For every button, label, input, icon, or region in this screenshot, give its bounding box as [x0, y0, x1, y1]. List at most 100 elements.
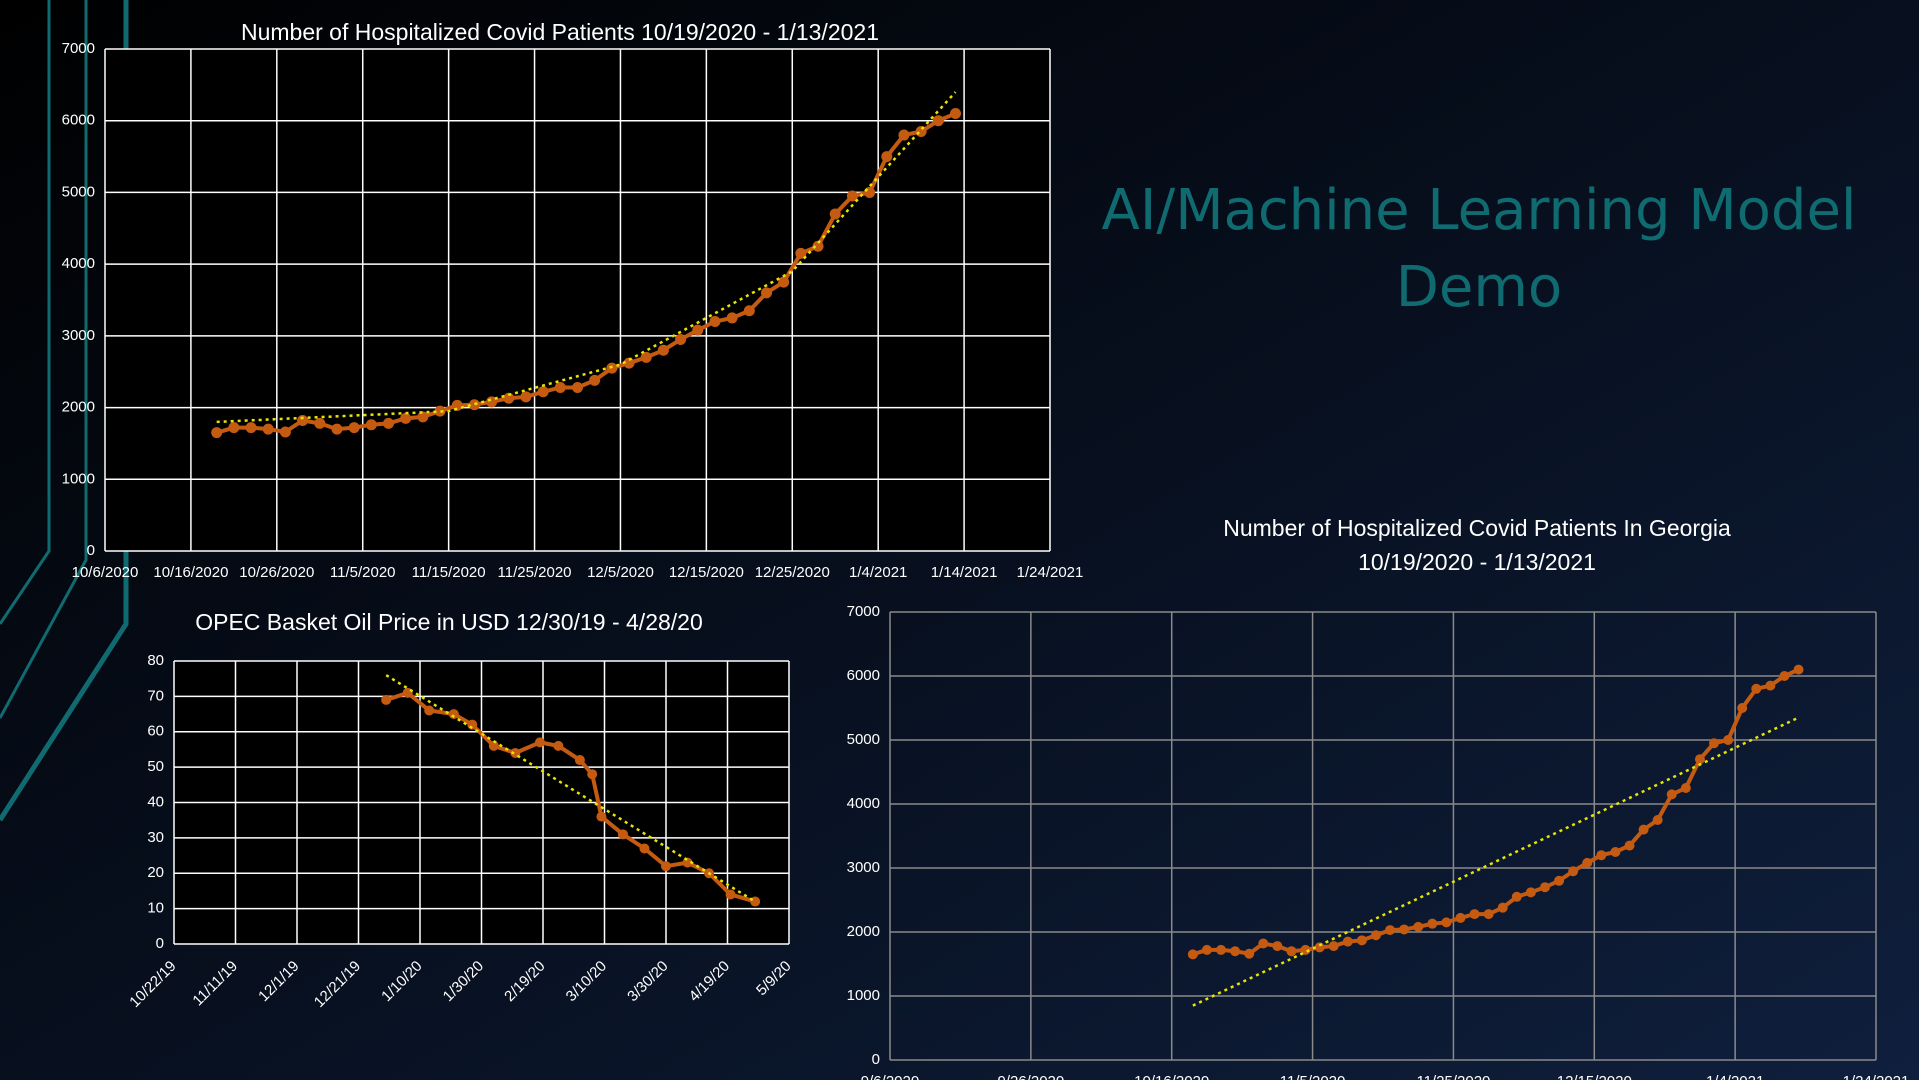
data-point — [846, 190, 858, 202]
data-point — [1737, 703, 1748, 713]
data-point — [1216, 944, 1227, 955]
data-point — [1525, 887, 1536, 898]
x-tick-label: 12/25/2020 — [755, 564, 830, 581]
y-tick-label: 7000 — [62, 40, 95, 57]
data-point — [1652, 815, 1663, 825]
x-tick-label: 1/14/2021 — [931, 564, 998, 581]
y-tick-label: 7000 — [847, 603, 880, 620]
x-tick-label: 11/5/2020 — [1280, 1073, 1346, 1080]
data-point — [623, 357, 635, 369]
data-point — [1286, 946, 1297, 957]
data-point — [1455, 912, 1466, 923]
slide-title: AI/Machine Learning Model — [1102, 178, 1857, 243]
y-tick-label: 3000 — [62, 327, 95, 344]
slide-title: Demo — [1396, 255, 1562, 320]
y-tick-label: 4000 — [62, 255, 95, 272]
data-point — [778, 276, 790, 288]
data-point — [488, 740, 499, 751]
x-tick-label: 11/15/2020 — [412, 564, 486, 581]
data-point — [383, 417, 394, 429]
data-point — [211, 427, 223, 439]
data-point — [829, 208, 841, 220]
data-point — [725, 889, 736, 900]
data-point — [1427, 918, 1438, 929]
data-point — [587, 769, 598, 780]
x-tick-label: 12/5/2020 — [587, 564, 654, 581]
y-tick-label: 0 — [872, 1051, 880, 1068]
plot-area — [105, 49, 1050, 551]
data-point — [1385, 925, 1396, 936]
data-point — [1441, 917, 1452, 928]
data-point — [572, 381, 583, 393]
x-tick-label: 9/26/2020 — [997, 1073, 1064, 1080]
data-point — [1356, 935, 1367, 946]
data-point — [915, 125, 927, 137]
data-point — [898, 129, 910, 141]
x-tick-label: 1/24/2021 — [1843, 1073, 1910, 1080]
data-point — [1568, 866, 1579, 877]
data-point — [314, 417, 326, 429]
data-point — [434, 405, 446, 417]
data-point — [1709, 738, 1720, 749]
y-tick-label: 1000 — [62, 470, 95, 487]
data-point — [554, 381, 566, 393]
data-point — [1187, 949, 1198, 960]
y-tick-label: 20 — [147, 864, 164, 881]
data-point — [1751, 683, 1762, 694]
x-tick-label: 1/24/2021 — [1017, 564, 1084, 581]
y-tick-label: 70 — [147, 687, 164, 704]
x-tick-label: 11/5/2020 — [330, 564, 396, 581]
y-tick-label: 2000 — [847, 923, 880, 940]
data-point — [1624, 840, 1635, 851]
y-tick-label: 3000 — [847, 859, 880, 876]
x-tick-label: 11/25/2020 — [498, 564, 572, 581]
y-tick-label: 60 — [147, 723, 164, 740]
data-point — [451, 399, 463, 411]
x-tick-label: 10/6/2020 — [72, 564, 139, 581]
y-tick-label: 5000 — [847, 731, 880, 748]
data-point — [1596, 850, 1607, 861]
data-point — [1666, 789, 1677, 800]
data-point — [1497, 902, 1508, 913]
data-point — [424, 705, 435, 716]
data-point — [657, 344, 669, 356]
data-point — [761, 287, 772, 299]
data-point — [692, 324, 704, 336]
data-point — [950, 108, 961, 120]
data-point — [675, 333, 687, 345]
y-tick-label: 4000 — [847, 795, 880, 812]
data-point — [709, 316, 721, 328]
y-tick-label: 40 — [147, 793, 164, 810]
data-point — [1328, 941, 1339, 952]
data-point — [348, 422, 360, 434]
trend-line — [216, 91, 957, 424]
data-point — [726, 312, 738, 324]
data-point — [537, 386, 549, 398]
data-point — [1342, 936, 1353, 947]
data-point — [1610, 847, 1621, 857]
data-point — [365, 419, 377, 431]
data-point — [639, 843, 650, 854]
x-tick-label: 12/15/2020 — [669, 564, 744, 581]
x-tick-label: 10/26/2020 — [239, 564, 314, 581]
x-tick-label: 1/4/2021 — [849, 564, 907, 581]
data-point — [1314, 942, 1325, 953]
x-tick-label: 12/15/2020 — [1557, 1073, 1632, 1080]
data-point — [1413, 921, 1424, 932]
data-point — [1370, 930, 1381, 941]
x-tick-label: 10/16/2020 — [153, 564, 228, 581]
data-point — [812, 240, 824, 252]
data-point — [553, 740, 564, 751]
x-tick-label: 10/16/2020 — [1134, 1073, 1209, 1080]
data-point — [1554, 875, 1565, 886]
data-point — [262, 423, 274, 435]
data-point — [400, 412, 412, 424]
data-point — [932, 115, 944, 127]
chart-title: Number of Hospitalized Covid Patients In… — [1223, 515, 1731, 541]
data-point — [297, 414, 309, 426]
data-point — [1511, 891, 1522, 902]
data-point — [881, 151, 893, 163]
data-point — [520, 391, 532, 403]
data-point — [279, 426, 291, 438]
